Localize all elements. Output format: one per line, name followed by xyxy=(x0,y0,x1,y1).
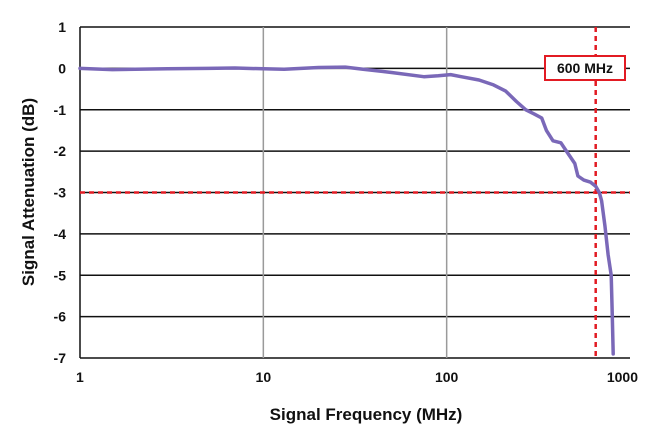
annotation-callout: 600 MHz xyxy=(544,55,626,81)
callout-box xyxy=(544,55,626,81)
x-tick-label: 1000 xyxy=(607,369,638,385)
y-tick-label: -6 xyxy=(54,309,67,325)
y-tick-label: 1 xyxy=(58,19,66,35)
series-layer xyxy=(78,65,615,356)
x-tick-label: 1 xyxy=(76,369,84,385)
y-tick-label: -2 xyxy=(54,143,67,159)
y-axis-title: Signal Attenuation (dB) xyxy=(19,98,38,286)
x-axis-title: Signal Frequency (MHz) xyxy=(270,405,463,424)
y-tick-label: 0 xyxy=(58,60,66,76)
tick-labels: 10-1-2-3-4-5-6-71 10 100 1000 xyxy=(54,19,639,385)
y-tick-label: -5 xyxy=(54,267,67,283)
series-line xyxy=(78,65,615,356)
y-tick-label: -1 xyxy=(54,102,67,118)
x-tick-label: 10 xyxy=(256,369,272,385)
y-tick-label: -7 xyxy=(54,350,67,366)
x-tick-label: 100 xyxy=(435,369,459,385)
y-tick-label: -3 xyxy=(54,185,67,201)
callout-label: 600 MHz xyxy=(557,60,613,76)
y-tick-label: -4 xyxy=(54,226,67,242)
reference-lines xyxy=(80,27,630,358)
